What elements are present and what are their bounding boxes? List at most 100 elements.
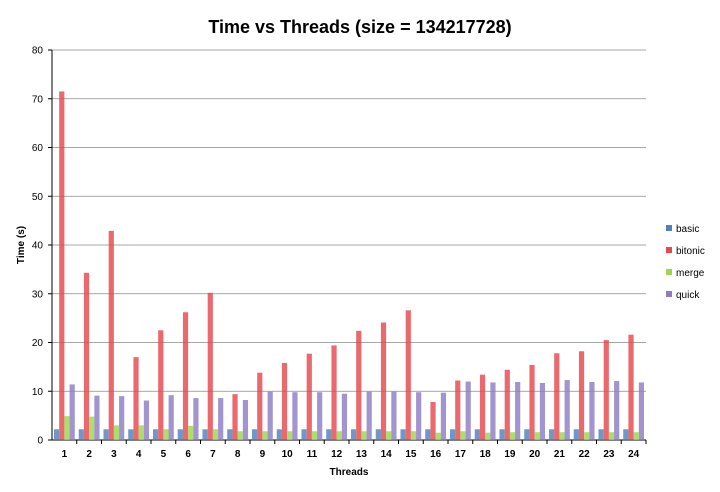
bar-quick [69,384,75,440]
bar-bitonic [207,292,213,440]
x-tick-label: 18 [480,449,492,460]
legend-label-merge: merge [676,268,705,279]
bar-basic [128,429,134,440]
bar-merge [633,432,639,440]
bar-merge [559,432,565,440]
bar-quick [440,392,447,440]
x-tick-label: 5 [161,449,167,460]
x-tick-label: 8 [235,449,241,460]
bar-basic [177,429,183,440]
x-tick-label: 15 [405,449,417,460]
bar-merge [64,416,70,440]
bar-basic [375,429,381,440]
bar-basic [53,429,60,440]
x-tick-label: 2 [86,449,92,460]
bar-quick [465,381,471,440]
bar-bitonic [405,310,411,440]
bar-bitonic [158,330,164,440]
bar-basic [326,429,332,440]
bar-bitonic [430,401,436,440]
chart-title: Time vs Threads (size = 134217728) [208,17,511,37]
bar-merge [287,431,293,440]
legend-label-bitonic: bitonic [676,246,705,257]
bar-merge [89,416,95,440]
bar-basic [276,429,282,440]
x-tick-label: 14 [381,449,393,460]
bar-bitonic [306,353,312,440]
bar-bitonic [133,357,139,440]
bar-bitonic [182,312,189,440]
bar-quick [218,398,224,440]
bar-quick [539,382,546,440]
legend-label-quick: quick [676,290,700,301]
legend-label-basic: basic [676,224,699,235]
bar-bitonic [331,345,337,440]
legend-swatch-merge [666,269,672,275]
y-axis-title: Time (s) [16,226,27,264]
bar-bitonic [529,364,535,440]
x-tick-label: 17 [455,449,467,460]
bar-quick [317,392,323,440]
bar-basic [78,429,84,440]
bar-basic [152,429,159,440]
bar-quick [490,382,496,440]
bar-bitonic [281,362,288,440]
bar-bitonic [59,91,65,440]
bar-bitonic [479,374,486,440]
bar-quick [341,393,348,440]
bar-basic [425,429,431,440]
bar-bitonic [232,394,238,440]
x-axis-title: Threads [330,467,369,478]
bar-quick [119,396,125,440]
bar-quick [416,392,422,440]
bar-basic [400,429,406,440]
bar-merge [386,431,392,440]
y-tick-label: 10 [32,387,44,398]
bar-quick [638,382,645,440]
bar-bitonic [628,334,634,440]
bar-bitonic [504,369,510,440]
x-tick-label: 1 [62,449,68,460]
bar-basic [598,429,604,440]
y-tick-label: 60 [32,143,44,154]
bar-quick [168,395,174,440]
y-tick-label: 80 [32,46,44,57]
y-tick-label: 20 [32,338,44,349]
bar-quick [267,391,273,440]
gridlines [52,49,646,441]
legend-swatch-basic [666,225,672,231]
y-tick-label: 50 [32,192,44,203]
bar-quick [292,392,298,440]
bar-quick [564,380,570,440]
bar-basic [202,429,208,440]
x-tick-label: 21 [554,449,566,460]
bar-basic [499,429,505,440]
bar-merge [188,425,194,440]
y-tick-label: 30 [32,289,44,300]
bar-bitonic [108,230,114,440]
y-tick-label: 70 [32,94,44,105]
x-tick-label: 19 [504,449,516,460]
legend-swatch-bitonic [666,247,672,253]
bar-quick [515,381,521,440]
bar-basic [573,429,579,440]
bar-merge [262,431,268,440]
bar-bitonic [356,330,362,440]
bar-quick [614,381,620,440]
x-tick-label: 7 [210,449,216,460]
bar-merge [485,432,491,440]
y-tick-label: 40 [32,241,44,252]
bar-quick [391,391,397,440]
bar-quick [143,400,150,440]
x-tick-label: 20 [529,449,541,460]
bar-merge [237,431,243,440]
x-tick-label: 11 [307,449,318,460]
bar-basic [474,429,480,440]
x-tick-label: 4 [136,449,142,460]
bar-bitonic [603,340,609,440]
legend: basic bitonic merge quick [666,224,705,301]
bar-merge [336,431,342,440]
